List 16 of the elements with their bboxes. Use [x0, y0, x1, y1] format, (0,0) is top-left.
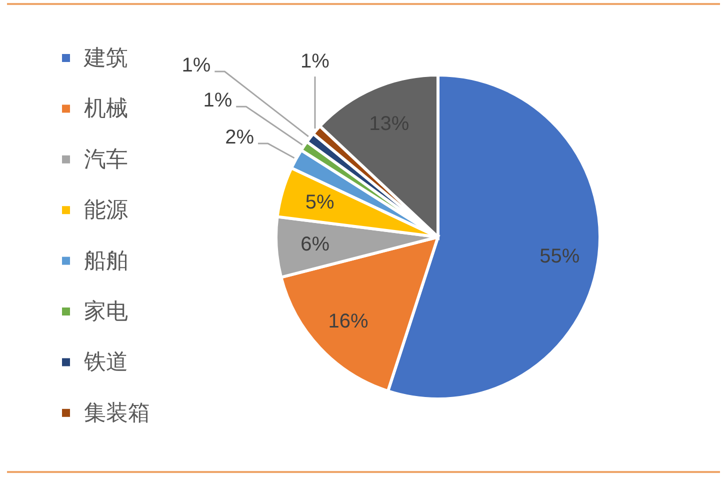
legend-label: 集装箱 — [84, 400, 150, 425]
legend-label: 能源 — [84, 197, 128, 222]
data-label: 16% — [328, 310, 368, 332]
data-label: 1% — [182, 54, 211, 77]
data-label: 55% — [540, 245, 580, 268]
data-label: 2% — [225, 126, 254, 149]
data-label: 5% — [305, 192, 334, 214]
legend-label: 船舶 — [84, 248, 128, 273]
data-label: 1% — [300, 50, 330, 73]
legend-label: 建筑 — [83, 45, 128, 70]
legend-label: 家电 — [84, 298, 128, 324]
legend-label: 汽车 — [84, 146, 128, 172]
data-label: 6% — [300, 234, 330, 256]
legend-label: 机械 — [84, 96, 128, 121]
legend-label: 铁道 — [83, 349, 128, 374]
data-label: 1% — [203, 90, 232, 112]
